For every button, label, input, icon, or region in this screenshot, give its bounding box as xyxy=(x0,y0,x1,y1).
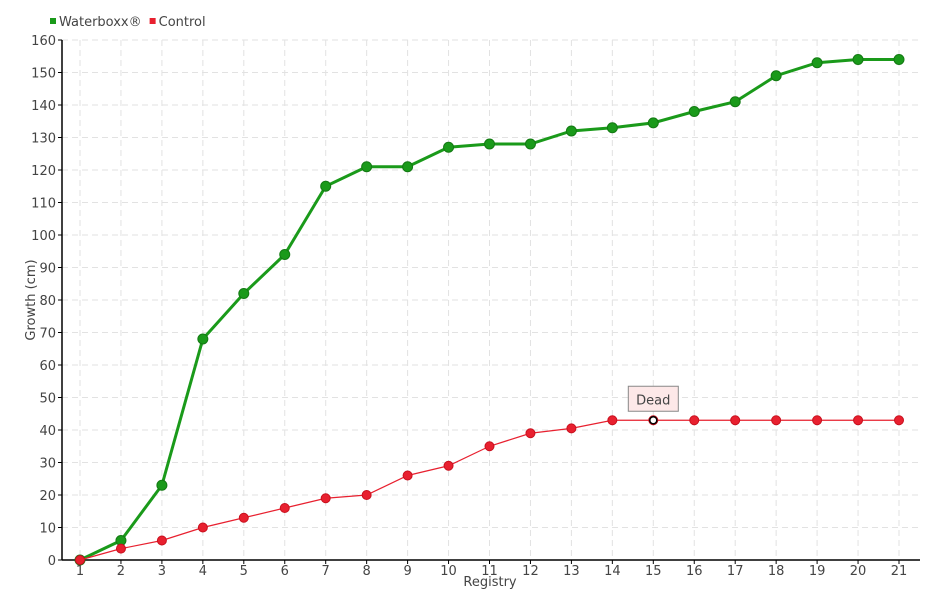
y-tick-label: 150 xyxy=(31,67,56,82)
data-point xyxy=(238,288,250,299)
data-point xyxy=(729,96,741,108)
x-tick-label: 3 xyxy=(158,564,166,579)
y-axis-label: Growth (cm) xyxy=(24,259,39,340)
data-point xyxy=(607,415,618,426)
data-point xyxy=(443,141,455,153)
x-tick-label: 17 xyxy=(727,564,744,579)
data-point xyxy=(484,441,495,452)
data-point xyxy=(688,106,700,117)
x-tick-label: 11 xyxy=(481,564,498,579)
y-tick-label: 40 xyxy=(39,424,56,439)
x-tick-label: 6 xyxy=(281,564,289,579)
data-point xyxy=(279,249,291,260)
data-point xyxy=(811,57,823,69)
x-tick-label: 10 xyxy=(440,564,457,579)
y-tick-label: 120 xyxy=(31,164,56,179)
data-point xyxy=(279,503,290,513)
legend-label: Control xyxy=(159,15,206,30)
data-point xyxy=(730,415,741,426)
y-tick-label: 140 xyxy=(31,99,56,114)
data-point xyxy=(565,125,577,137)
data-point xyxy=(443,460,454,471)
y-tick-label: 100 xyxy=(31,229,56,244)
y-tick-label: 160 xyxy=(31,34,56,49)
data-point xyxy=(770,70,782,82)
legend-swatch xyxy=(149,18,156,24)
data-point xyxy=(853,415,864,426)
data-point xyxy=(893,54,905,65)
data-point xyxy=(525,428,536,439)
data-point xyxy=(115,543,126,554)
data-point xyxy=(484,138,495,150)
data-point xyxy=(606,122,618,134)
y-tick-label: 80 xyxy=(39,294,56,309)
data-point xyxy=(524,138,536,150)
x-tick-label: 14 xyxy=(604,564,621,579)
x-tick-label: 8 xyxy=(363,564,371,579)
data-point xyxy=(320,180,332,192)
x-tick-label: 15 xyxy=(645,564,662,579)
x-tick-label: 21 xyxy=(891,564,908,579)
data-point xyxy=(852,54,864,65)
data-point xyxy=(75,555,85,565)
data-point xyxy=(238,512,249,523)
y-tick-label: 70 xyxy=(39,327,56,342)
data-point xyxy=(402,470,413,481)
x-tick-label: 20 xyxy=(850,564,867,579)
x-tick-label: 19 xyxy=(809,564,826,579)
data-point xyxy=(156,535,167,546)
data-point xyxy=(361,490,372,500)
y-tick-label: 130 xyxy=(31,132,56,147)
y-tick-label: 110 xyxy=(31,197,56,212)
data-point xyxy=(689,415,700,426)
y-tick-label: 90 xyxy=(39,262,56,277)
annotation-box xyxy=(627,385,679,412)
x-axis-label: Registry xyxy=(463,575,517,590)
annotation-label: Dead xyxy=(636,393,670,408)
y-tick-label: 60 xyxy=(39,359,56,374)
y-tick-label: 10 xyxy=(39,522,56,537)
data-point xyxy=(320,493,331,504)
data-point xyxy=(812,415,823,426)
x-tick-label: 13 xyxy=(563,564,580,579)
data-point xyxy=(894,415,904,426)
data-point xyxy=(197,522,208,533)
y-tick-label: 30 xyxy=(39,457,56,472)
x-tick-label: 1 xyxy=(76,564,84,579)
x-tick-label: 16 xyxy=(686,564,703,579)
y-tick-label: 20 xyxy=(39,489,56,504)
x-tick-label: 9 xyxy=(403,564,411,579)
x-tick-label: 12 xyxy=(522,564,539,579)
data-point xyxy=(647,117,659,129)
data-point xyxy=(402,161,414,173)
y-tick-label: 50 xyxy=(39,392,56,407)
legend-swatch xyxy=(50,18,56,24)
x-tick-label: 2 xyxy=(117,564,125,579)
x-tick-label: 18 xyxy=(768,564,785,579)
x-tick-label: 4 xyxy=(199,564,207,579)
data-point xyxy=(156,479,168,491)
data-point xyxy=(771,415,782,426)
legend-label: Waterboxx® xyxy=(59,15,142,30)
data-point xyxy=(361,161,373,173)
annotation-marker xyxy=(649,416,658,425)
x-tick-label: 5 xyxy=(240,564,248,579)
data-point xyxy=(197,333,209,345)
y-tick-label: 0 xyxy=(48,554,56,569)
x-tick-label: 7 xyxy=(322,564,330,579)
data-point xyxy=(566,423,577,434)
